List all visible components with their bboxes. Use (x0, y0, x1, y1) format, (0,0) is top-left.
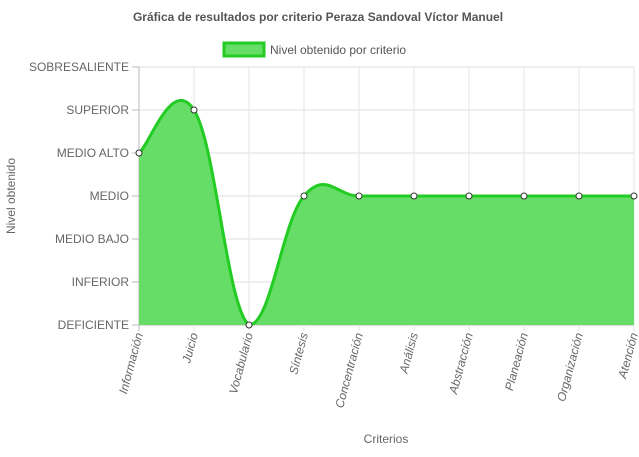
data-point-8[interactable] (575, 192, 583, 200)
series-area-fill (139, 100, 634, 325)
data-point-4[interactable] (355, 192, 363, 200)
x-axis: Información Juicio Vocabulario Síntesis Conc… (116, 331, 639, 410)
data-point-6[interactable] (465, 192, 473, 200)
series-points (135, 106, 638, 329)
series-area (137, 99, 634, 327)
y-tick-label: SUPERIOR (66, 103, 129, 117)
legend-label: Nivel obtenido por criterio (270, 43, 406, 57)
x-tick-label: Análisis (396, 331, 420, 376)
series-line (137, 99, 634, 327)
data-point-1[interactable] (190, 106, 198, 114)
chart-title: Gráfica de resultados por criterio Peraz… (133, 10, 503, 24)
y-axis: DEFICIENTE INFERIOR MEDIO BAJO MEDIO MEDIO A… (29, 60, 129, 332)
x-tick-label: Planeación (502, 331, 531, 392)
x-tick-label: Juicio (179, 331, 201, 366)
data-point-5[interactable] (410, 192, 418, 200)
data-point-9[interactable] (630, 192, 638, 200)
x-tick-label: Organización (554, 331, 586, 403)
x-tick-label: Síntesis (286, 331, 311, 376)
y-axis-label: Nivel obtenido (4, 158, 18, 234)
x-tick-label: Información (116, 331, 146, 395)
y-tick-label: MEDIO (90, 189, 129, 203)
data-point-7[interactable] (520, 192, 528, 200)
y-tick-label: INFERIOR (72, 275, 130, 289)
data-point-3[interactable] (300, 192, 308, 200)
data-point-0[interactable] (135, 149, 143, 157)
x-tick-label: Abstracción (446, 331, 476, 396)
legend-swatch (222, 41, 266, 58)
y-tick-label: DEFICIENTE (58, 318, 129, 332)
legend[interactable]: Nivel obtenido por criterio (222, 41, 406, 58)
x-tick-label: Vocabulario (226, 331, 256, 396)
y-tick-label: SOBRESALIENTE (29, 60, 129, 74)
y-tick-label: MEDIO BAJO (55, 232, 129, 246)
data-point-2[interactable] (245, 321, 253, 329)
x-axis-label: Criterios (364, 432, 409, 446)
x-tick-label: Atención (615, 331, 639, 381)
y-tick-label: MEDIO ALTO (57, 146, 129, 160)
x-tick-label: Concentración (332, 331, 366, 410)
